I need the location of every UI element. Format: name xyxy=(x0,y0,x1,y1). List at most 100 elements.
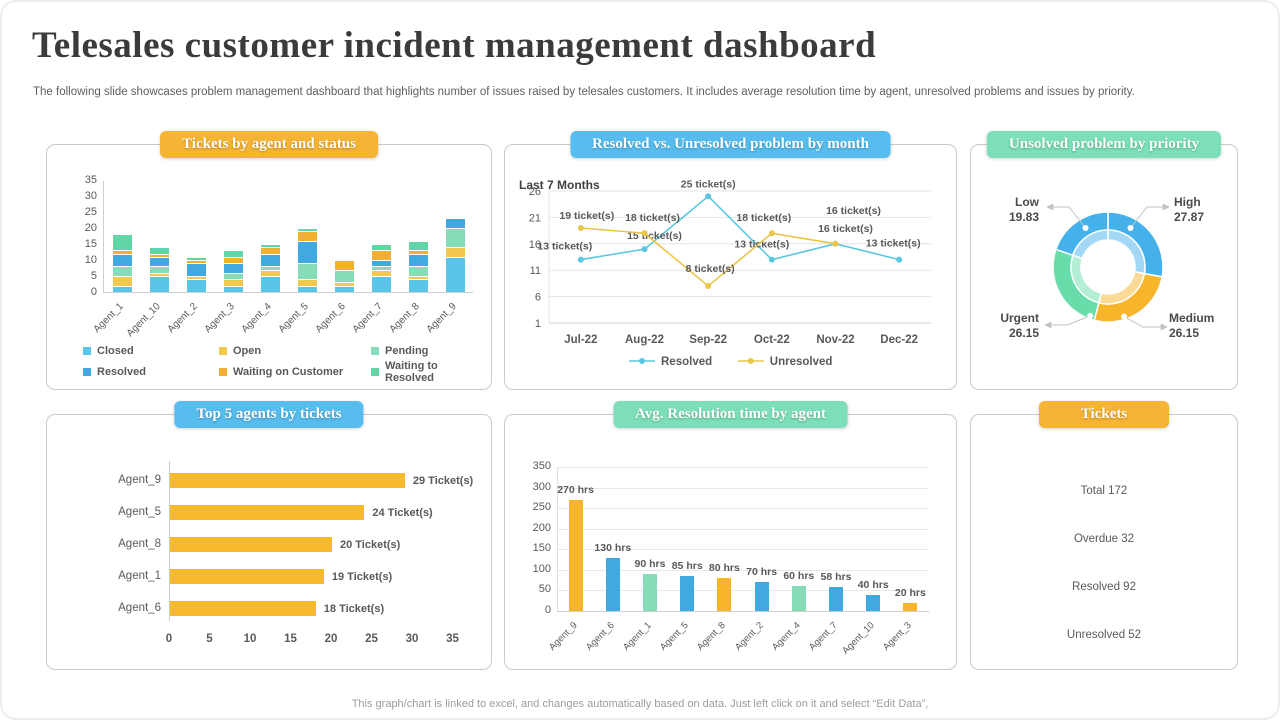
bar-segment xyxy=(298,240,317,264)
bar-segment xyxy=(372,244,391,251)
bar[interactable] xyxy=(643,574,657,611)
series-line-unresolved xyxy=(580,227,836,288)
y-tick-label: 30 xyxy=(84,190,97,202)
panel-header-tickets: Tickets xyxy=(1039,401,1169,428)
bar[interactable] xyxy=(605,557,620,611)
stacked-bar xyxy=(298,228,317,292)
bar-segment xyxy=(261,276,280,292)
data-point xyxy=(768,230,775,237)
data-label: 13 ticket(s) xyxy=(537,241,592,253)
leader-line-low xyxy=(1046,203,1086,229)
bar-segment xyxy=(113,276,132,286)
panel-avg-resolution-time: Avg. Resolution time by agent 0 50 100 150 2… xyxy=(504,401,957,670)
value-label: 18 Ticket(s) xyxy=(323,603,385,615)
legend-label: Waiting on Customer xyxy=(233,366,344,378)
bar-segment xyxy=(409,266,428,277)
y-tick-label: 50 xyxy=(538,583,551,596)
value-label: 85 hrs xyxy=(671,560,703,572)
y-tick-label: 100 xyxy=(532,562,551,575)
stacked-bar-chart[interactable]: 0 5 10 15 20 25 30 35 Agent_1 Agent_10 Agent_2 Agen… xyxy=(47,145,491,389)
bar-segment xyxy=(335,285,354,292)
bar-segment xyxy=(187,260,206,264)
y-tick-label: 150 xyxy=(532,542,551,555)
gridline xyxy=(557,590,929,592)
data-point xyxy=(832,240,839,247)
legend-label: Resolved xyxy=(661,356,712,368)
bar-segment xyxy=(113,250,132,254)
x-tick-label: 15 xyxy=(284,633,297,645)
bar[interactable] xyxy=(680,576,695,611)
bar[interactable] xyxy=(170,537,332,552)
leader-anchor-dot xyxy=(1082,225,1089,232)
value-label: 60 hrs xyxy=(783,570,815,583)
y-tick-label: 0 xyxy=(90,286,97,298)
y-tick-label: 10 xyxy=(84,254,97,266)
category-label: Agent_9 xyxy=(118,474,161,486)
bar-segment xyxy=(335,269,354,283)
horizontal-bar-chart[interactable]: Agent_9 29 Ticket(s) Agent_5 24 Ticket(s) Ag… xyxy=(47,415,491,669)
gridline xyxy=(557,569,929,571)
bar[interactable] xyxy=(903,602,918,611)
bar[interactable] xyxy=(170,569,324,584)
legend-label: Waiting to Resolved xyxy=(385,360,438,384)
value-label: 58 hrs xyxy=(820,571,852,584)
gridline xyxy=(557,611,929,612)
bar[interactable] xyxy=(866,594,881,611)
bar[interactable] xyxy=(829,587,843,611)
value-label: 24 Ticket(s) xyxy=(372,507,433,519)
panel-unsolved-problem-by-priority: Unsolved problem by priority High 27.87 Me… xyxy=(970,131,1238,390)
x-tick-label: Jul-22 xyxy=(564,334,597,346)
value-label: 20 Ticket(s) xyxy=(340,539,401,551)
bar[interactable] xyxy=(791,586,806,611)
bar[interactable] xyxy=(717,578,732,611)
bar-segment xyxy=(372,269,391,276)
bar-segment xyxy=(187,256,206,261)
legend-item: Resolved xyxy=(83,360,219,384)
bar[interactable] xyxy=(170,601,316,616)
y-tick-label: 25 xyxy=(84,206,97,218)
y-tick-label: 350 xyxy=(532,460,551,472)
donut-chart[interactable]: High 27.87 Medium 26.15 Urgent 26.15 Low 19.83 xyxy=(971,145,1237,389)
bar-segment xyxy=(150,256,169,267)
legend-swatch xyxy=(219,368,227,376)
gridline xyxy=(557,508,929,510)
legend-label: Resolved xyxy=(97,366,146,378)
data-label: 18 ticket(s) xyxy=(736,212,791,224)
x-tick-label: Oct-22 xyxy=(754,334,790,346)
page-title: Telesales customer incident management d… xyxy=(32,25,877,66)
x-tick-label: 5 xyxy=(206,633,213,645)
bar[interactable] xyxy=(170,473,405,488)
slice-label-urgent: Urgent 26.15 xyxy=(977,311,1039,341)
bar[interactable] xyxy=(170,505,365,520)
x-tick-label: 35 xyxy=(446,633,459,645)
line-chart[interactable]: 1 6 11 16 21 26 Jul-22 Aug-22 Sep-22 Oct-22 Nov-22… xyxy=(505,145,956,389)
summary-row-unresolved: Unresolved 52 xyxy=(1066,629,1142,641)
data-point xyxy=(577,224,584,231)
data-point xyxy=(705,283,712,290)
panel-tickets-by-agent-and-status: Tickets by agent and status 0 5 10 15 20 25 30… xyxy=(46,131,492,390)
y-tick-label: 200 xyxy=(532,521,551,534)
bar[interactable] xyxy=(754,582,769,611)
x-tick-label: 25 xyxy=(365,633,378,645)
slice-label-low: Low 19.83 xyxy=(981,195,1039,225)
x-tick-label: Nov-22 xyxy=(816,334,854,346)
page-subtitle: The following slide showcases problem ma… xyxy=(33,86,1135,98)
bar-segment xyxy=(224,279,243,286)
bar[interactable] xyxy=(568,499,583,611)
value-label: 40 hrs xyxy=(857,578,889,591)
category-label: Agent_5 xyxy=(118,506,161,518)
slice-name: Low xyxy=(1015,195,1039,209)
bar-segment xyxy=(113,285,132,292)
data-point xyxy=(705,193,712,200)
bar-segment xyxy=(409,250,428,254)
slice-label-medium: Medium 26.15 xyxy=(1169,311,1233,341)
data-label: 18 ticket(s) xyxy=(625,212,680,224)
bar-segment xyxy=(298,228,317,232)
stacked-bar xyxy=(335,260,354,292)
panel-header-resolved-vs-unresolved: Resolved vs. Unresolved problem by month xyxy=(570,131,891,158)
vertical-bar-chart[interactable]: 0 50 100 150 200 250 300 350 270 hrs Agent_9 130 h… xyxy=(505,415,956,669)
value-axis-line xyxy=(169,461,170,621)
bar-segment xyxy=(372,250,391,261)
bar-segment xyxy=(261,269,280,276)
data-point xyxy=(641,230,648,237)
